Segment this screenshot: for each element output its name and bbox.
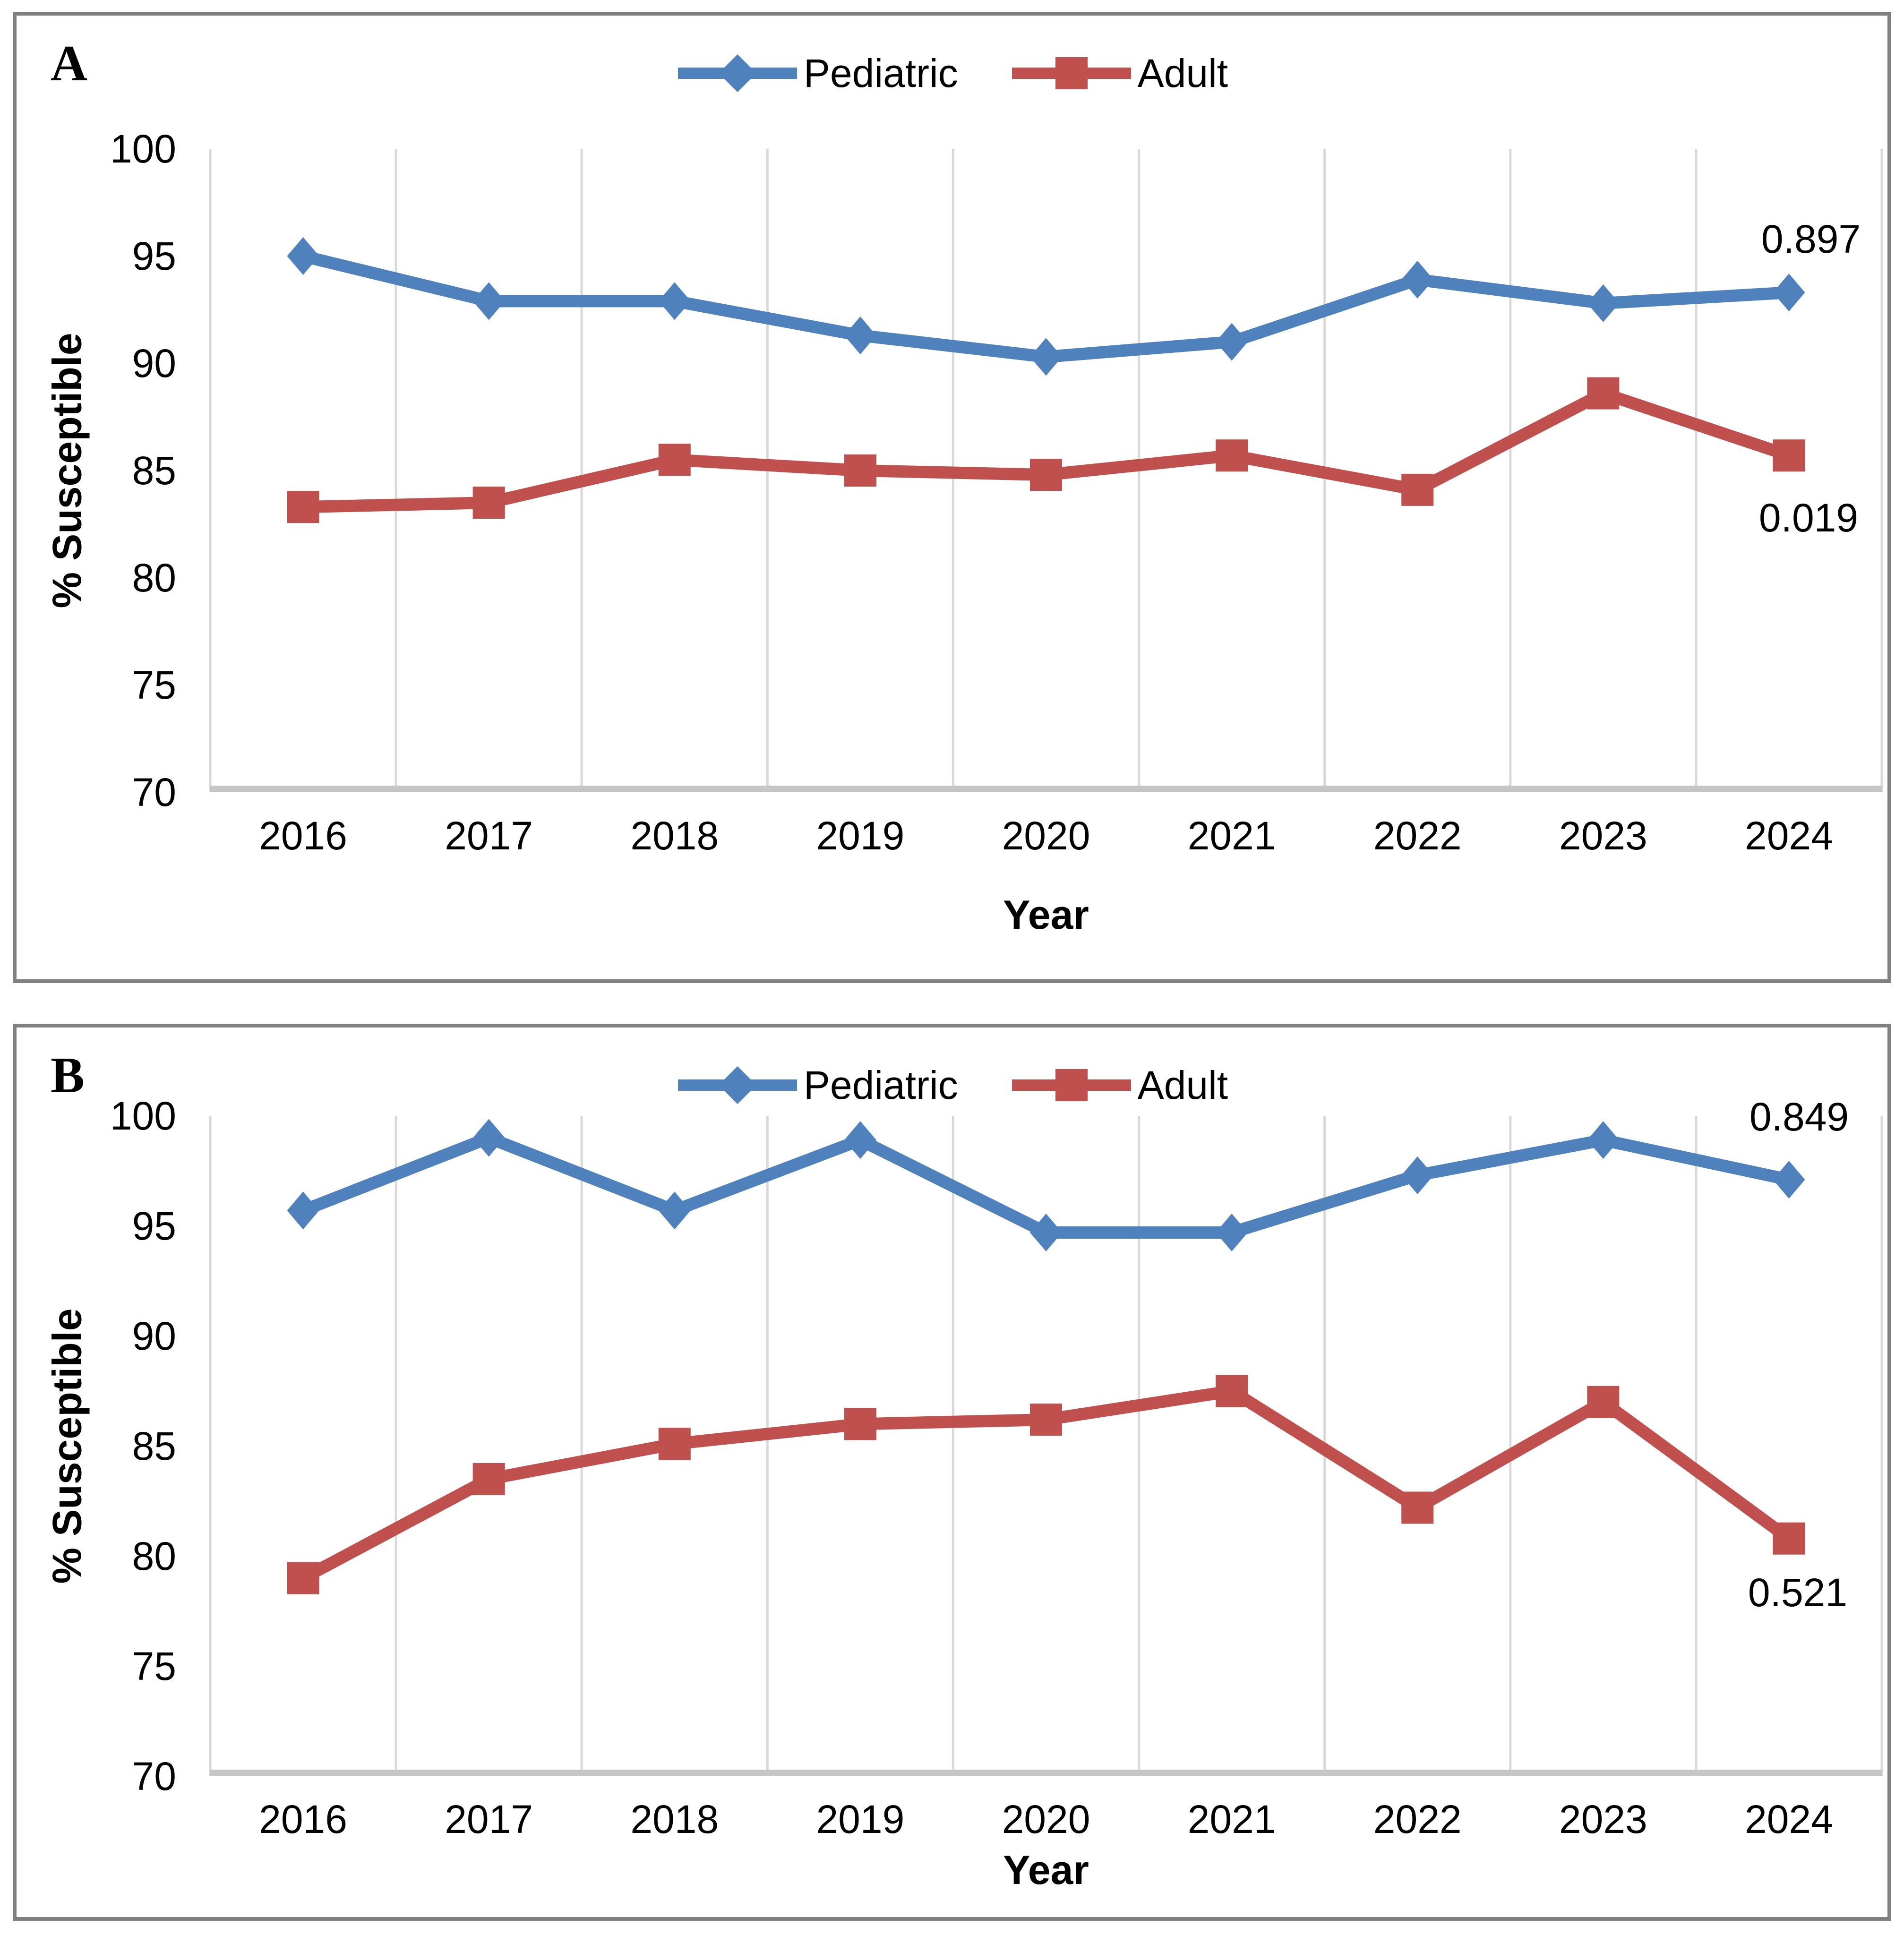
x-tick-label: 2016 [259,1797,347,1841]
y-axis-title: % Susceptible [44,333,90,608]
pediatric-marker [287,237,319,275]
x-tick-label: 2021 [1187,1797,1276,1841]
legend-item-adult: Adult [1010,50,1228,97]
panel-b-label: B [51,1047,85,1104]
legend-item-pediatric: Pediatric [676,1062,958,1109]
legend-label-adult: Adult [1137,1062,1228,1107]
adult-line-square-icon [1012,57,1131,89]
pediatric-marker [658,1191,691,1230]
legend-label-adult: Adult [1137,51,1228,95]
legend: Pediatric Adult [17,50,1887,97]
x-tick-label: 2018 [630,813,719,858]
pediatric-marker [472,1119,505,1157]
adult-marker [658,1428,691,1460]
pediatric-marker [1587,1121,1620,1159]
pediatric-line-diamond-icon [678,1066,797,1104]
pediatric-marker [1587,284,1620,322]
x-tick-label: 2022 [1373,1797,1462,1841]
y-tick-label: 75 [132,1644,176,1688]
y-tick-label: 100 [110,127,176,171]
legend-label-pediatric: Pediatric [803,51,958,95]
pediatric-marker [1216,323,1248,361]
x-tick-label: 2019 [816,813,905,858]
pediatric-line-diamond-icon [678,54,797,92]
y-tick-label: 100 [110,1094,176,1138]
x-tick-label: 2022 [1373,813,1462,858]
x-tick-label: 2024 [1745,813,1833,858]
pediatric-marker [844,1121,876,1159]
adult-marker [1216,439,1248,472]
adult-marker [658,444,691,476]
x-axis-title: Year [1003,892,1089,938]
adult-marker [1773,1522,1805,1555]
y-tick-label: 80 [132,1534,176,1578]
panel-a-label: A [51,35,87,92]
adult-marker [1587,1386,1620,1418]
x-tick-label: 2020 [1002,1797,1090,1841]
legend-item-adult: Adult [1010,1062,1228,1109]
pediatric-marker [287,1191,319,1230]
x-axis-title: Year [1003,1848,1089,1893]
x-tick-label: 2019 [816,1797,905,1841]
y-tick-label: 85 [132,448,176,493]
y-tick-label: 70 [132,1754,176,1798]
y-tick-label: 80 [132,556,176,600]
y-tick-label: 85 [132,1424,176,1468]
x-tick-label: 2016 [259,813,347,858]
adult-marker [844,454,876,487]
pediatric-marker [1773,274,1805,312]
adult-marker [1030,1404,1062,1436]
adult-marker [1401,1491,1434,1524]
legend-label-pediatric: Pediatric [803,1062,958,1107]
adult-marker [844,1408,876,1440]
pediatric-marker [844,316,876,354]
y-tick-label: 95 [132,1204,176,1248]
pediatric-marker [1030,338,1062,376]
adult-marker [1773,439,1805,472]
adult-marker [1030,459,1062,491]
y-tick-label: 75 [132,663,176,707]
legend: Pediatric Adult [17,1062,1887,1109]
pediatric-marker [1401,260,1434,299]
plot-area [209,149,1883,792]
p-value-adult: 0.521 [1748,1570,1848,1615]
adult-marker [472,1463,505,1495]
p-value-adult: 0.019 [1758,496,1859,540]
plot-area [209,1116,1883,1776]
y-axis-title: % Susceptible [44,1308,90,1584]
y-tick-label: 70 [132,770,176,814]
adult-marker [1216,1375,1248,1407]
pediatric-marker [1401,1156,1434,1194]
pediatric-marker [658,282,691,320]
panel-b: B Pediatric Adult 100 95 90 85 80 75 70 2016 20… [13,1024,1891,1921]
pediatric-marker [1030,1213,1062,1251]
y-tick-label: 90 [132,1314,176,1358]
y-tick-label: 90 [132,341,176,385]
y-tick-label: 95 [132,234,176,278]
x-tick-label: 2021 [1187,813,1276,858]
panel-a: A Pediatric Adult 100 95 90 85 80 75 70 2016 20… [13,12,1891,983]
adult-marker [287,1562,319,1594]
pediatric-marker [1216,1213,1248,1251]
x-tick-label: 2023 [1559,813,1647,858]
x-tick-label: 2023 [1559,1797,1647,1841]
adult-marker [287,491,319,523]
adult-marker [472,487,505,519]
x-tick-label: 2017 [445,1797,533,1841]
adult-marker [1401,473,1434,506]
x-tick-label: 2017 [445,813,533,858]
legend-item-pediatric: Pediatric [676,50,958,97]
x-tick-label: 2018 [630,1797,719,1841]
x-tick-label: 2020 [1002,813,1090,858]
adult-marker [1587,377,1620,410]
pediatric-marker [472,282,505,320]
p-value-pediatric: 0.849 [1749,1095,1849,1139]
x-tick-label: 2024 [1745,1797,1833,1841]
pediatric-marker [1773,1161,1805,1199]
p-value-pediatric: 0.897 [1761,217,1861,261]
adult-line-square-icon [1012,1069,1131,1101]
